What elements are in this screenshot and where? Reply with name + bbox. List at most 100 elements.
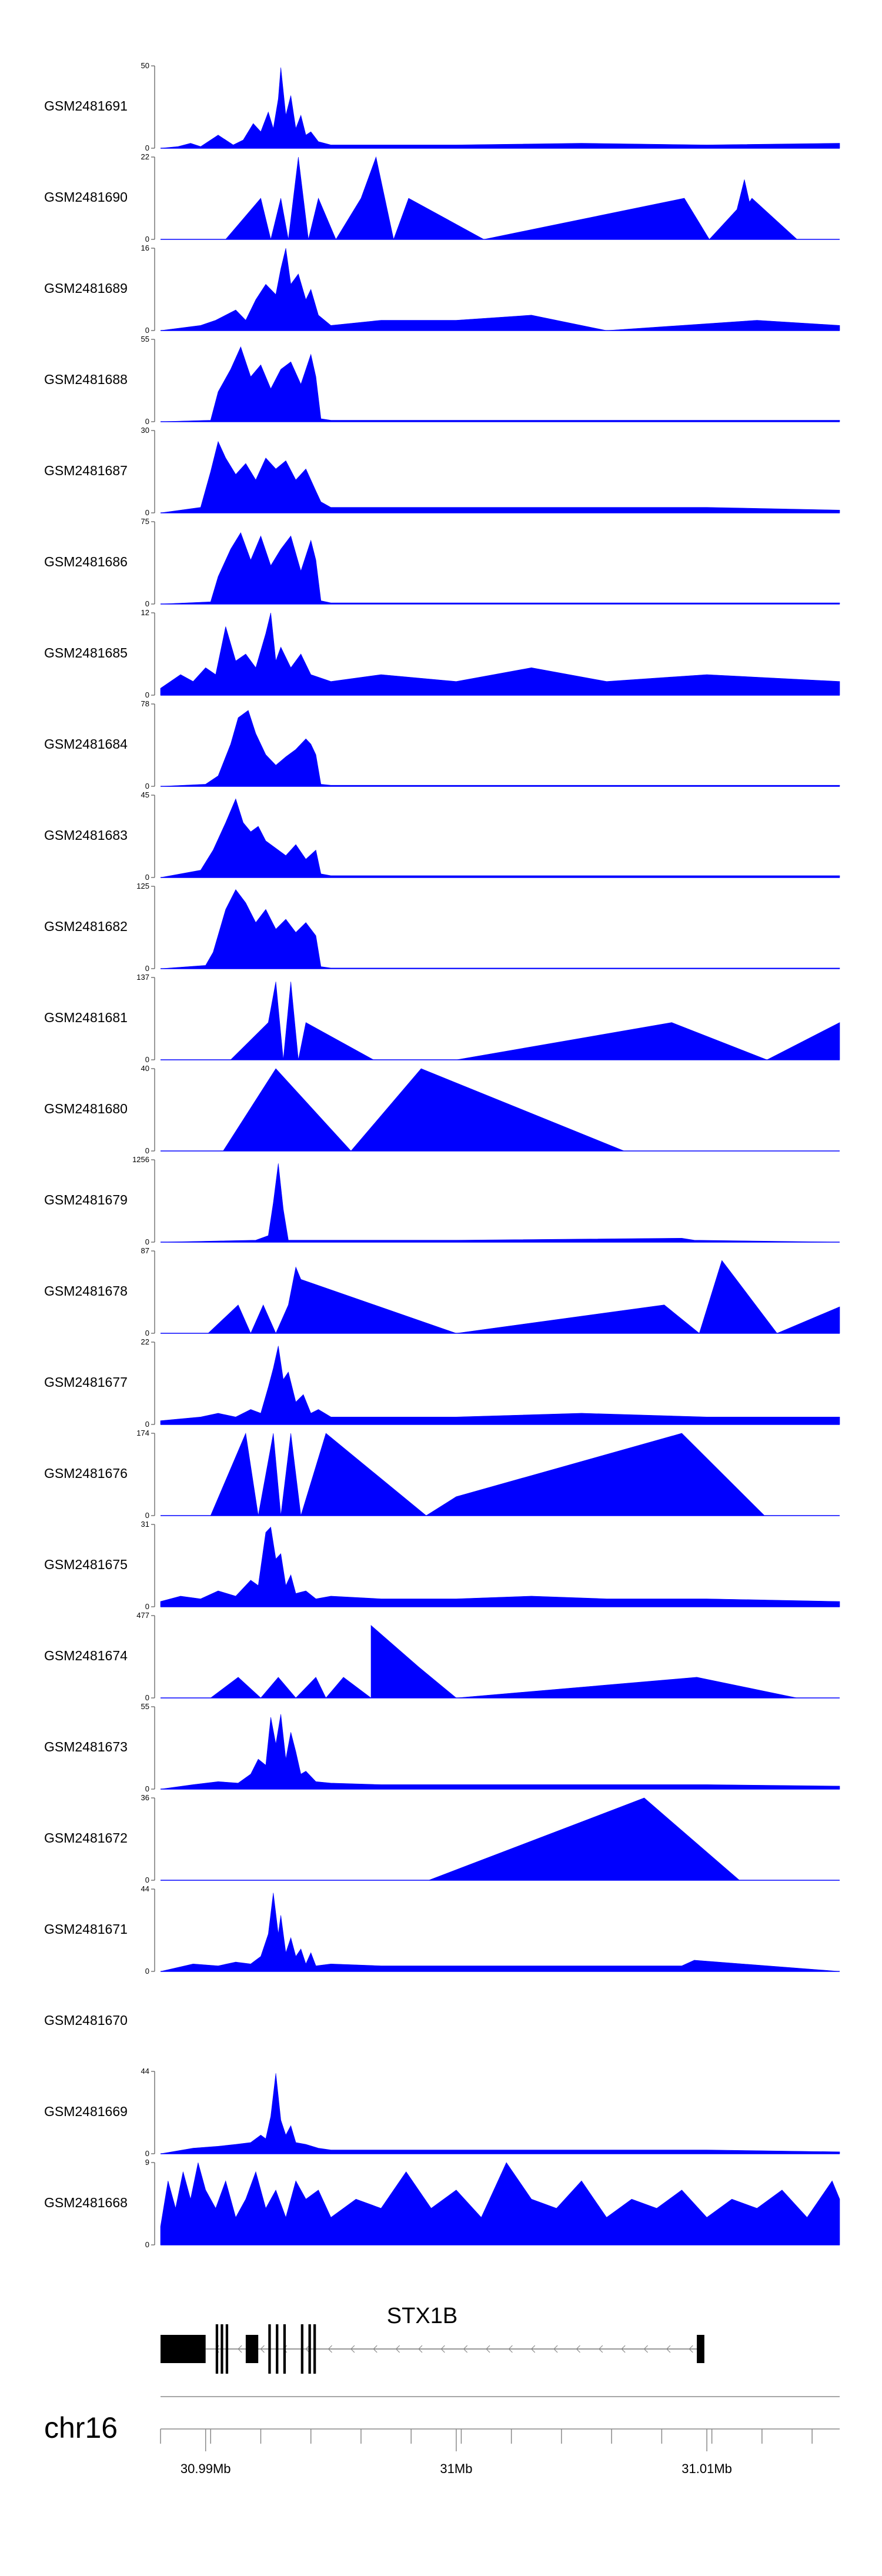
track-GSM2481678: GSM2481678 87 0 [44, 1246, 840, 1337]
strand-arrow [643, 2345, 648, 2353]
track-label: GSM2481684 [44, 736, 128, 752]
y-axis-max-label: 44 [141, 2067, 149, 2076]
y-axis-max-label: 477 [136, 1611, 149, 1620]
coverage-area [161, 1432, 840, 1516]
track-GSM2481681: GSM2481681 137 0 [44, 973, 840, 1064]
y-axis-min-label: 0 [145, 144, 149, 152]
track-GSM2481685: GSM2481685 12 0 [44, 608, 840, 699]
y-axis-min-label: 0 [145, 1602, 149, 1611]
track-GSM2481690: GSM2481690 22 0 [44, 152, 840, 243]
y-axis-max-label: 125 [136, 882, 149, 890]
coverage-area [161, 982, 840, 1060]
y-axis-min-label: 0 [145, 690, 149, 699]
y-axis-min-label: 0 [145, 2149, 149, 2158]
y-axis-max-label: 55 [141, 1702, 149, 1711]
y-axis-min-label: 0 [145, 964, 149, 973]
y-axis-max-label: 50 [141, 61, 149, 70]
y-axis-max-label: 36 [141, 1793, 149, 1802]
track-label: GSM2481678 [44, 1283, 128, 1299]
track-label: GSM2481685 [44, 645, 128, 660]
exon [161, 2335, 206, 2363]
track-GSM2481668: GSM2481668 9 0 [44, 2158, 840, 2249]
y-axis-min-label: 0 [145, 1146, 149, 1155]
track-label: GSM2481672 [44, 1830, 128, 1846]
track-GSM2481684: GSM2481684 78 0 [44, 699, 840, 790]
y-axis-max-label: 22 [141, 1337, 149, 1346]
strand-arrow [553, 2345, 558, 2353]
track-GSM2481679: GSM2481679 1256 0 [44, 1155, 840, 1246]
track-GSM2481686: GSM2481686 75 0 [44, 517, 840, 608]
gene-model-track: STX1B [161, 2304, 704, 2374]
coverage-area [160, 710, 840, 787]
exon [308, 2324, 311, 2374]
strand-arrow [486, 2345, 490, 2353]
track-label: GSM2481683 [44, 827, 128, 843]
track-GSM2481675: GSM2481675 31 0 [44, 1520, 840, 1611]
strand-arrow [599, 2345, 603, 2353]
y-axis-max-label: 30 [141, 426, 149, 435]
track-GSM2481682: GSM2481682 125 0 [44, 882, 840, 973]
y-axis-max-label: 16 [141, 243, 149, 252]
y-axis-max-label: 12 [141, 608, 149, 617]
exon [220, 2324, 223, 2374]
track-label: GSM2481676 [44, 1466, 128, 1481]
y-axis-min-label: 0 [145, 1967, 149, 1976]
track-label: GSM2481686 [44, 554, 128, 569]
track-GSM2481671: GSM2481671 44 0 [44, 1884, 840, 1976]
coverage-area [160, 2073, 840, 2154]
y-axis-max-label: 1256 [132, 1155, 149, 1164]
strand-arrow [666, 2345, 671, 2353]
track-GSM2481676: GSM2481676 174 0 [44, 1429, 840, 1520]
track-label: GSM2481690 [44, 189, 128, 205]
axis-tick-label: 31Mb [440, 2461, 472, 2476]
coverage-area [161, 156, 840, 241]
exon [268, 2324, 271, 2374]
coverage-area [160, 1714, 840, 1790]
gene-name-label: STX1B [387, 2304, 457, 2328]
strand-arrow [305, 2345, 310, 2353]
y-axis-max-label: 137 [136, 973, 149, 982]
strand-arrow [508, 2345, 513, 2353]
y-axis-max-label: 40 [141, 1064, 149, 1073]
track-GSM2481689: GSM2481689 16 0 [44, 243, 840, 335]
y-axis-max-label: 9 [145, 2158, 149, 2167]
track-GSM2481680: GSM2481680 40 0 [44, 1064, 840, 1155]
y-axis-min-label: 0 [145, 1329, 149, 1337]
y-axis-min-label: 0 [145, 1511, 149, 1520]
track-label: GSM2481680 [44, 1101, 128, 1116]
strand-arrow [440, 2345, 445, 2353]
track-GSM2481677: GSM2481677 22 0 [44, 1337, 840, 1429]
track-GSM2481683: GSM2481683 45 0 [44, 790, 840, 882]
coverage-area [161, 1260, 840, 1334]
y-axis-max-label: 55 [141, 335, 149, 343]
y-axis-max-label: 78 [141, 699, 149, 708]
track-label: GSM2481681 [44, 1010, 128, 1025]
axis-tick-label: 30.99Mb [181, 2461, 231, 2476]
y-axis-min-label: 0 [145, 326, 149, 335]
y-axis-min-label: 0 [145, 417, 149, 426]
track-GSM2481673: GSM2481673 55 0 [44, 1702, 840, 1793]
y-axis-max-label: 75 [141, 517, 149, 526]
track-GSM2481688: GSM2481688 55 0 [44, 335, 840, 426]
strand-arrow [260, 2345, 265, 2353]
track-label: GSM2481671 [44, 1921, 128, 1937]
y-axis-min-label: 0 [145, 1420, 149, 1429]
exon [245, 2335, 259, 2363]
y-axis-min-label: 0 [145, 2240, 149, 2249]
exon [313, 2324, 316, 2374]
strand-arrow [621, 2345, 626, 2353]
track-label: GSM2481687 [44, 463, 128, 478]
exon [215, 2324, 219, 2374]
chromosome-label: chr16 [44, 2411, 118, 2444]
y-axis-min-label: 0 [145, 1237, 149, 1246]
strand-arrow [238, 2345, 242, 2353]
y-axis-min-label: 0 [145, 508, 149, 517]
exon [300, 2324, 303, 2374]
track-GSM2481669: GSM2481669 44 0 [44, 2067, 840, 2158]
coverage-area [160, 1163, 840, 1243]
y-axis-min-label: 0 [145, 782, 149, 790]
genome-axis-track: chr16 30.99Mb 31Mb 31.01Mb [44, 2396, 840, 2476]
coverage-area [160, 1526, 840, 1607]
axis-tick-label: 31.01Mb [681, 2461, 732, 2476]
track-label: GSM2481691 [44, 98, 128, 114]
